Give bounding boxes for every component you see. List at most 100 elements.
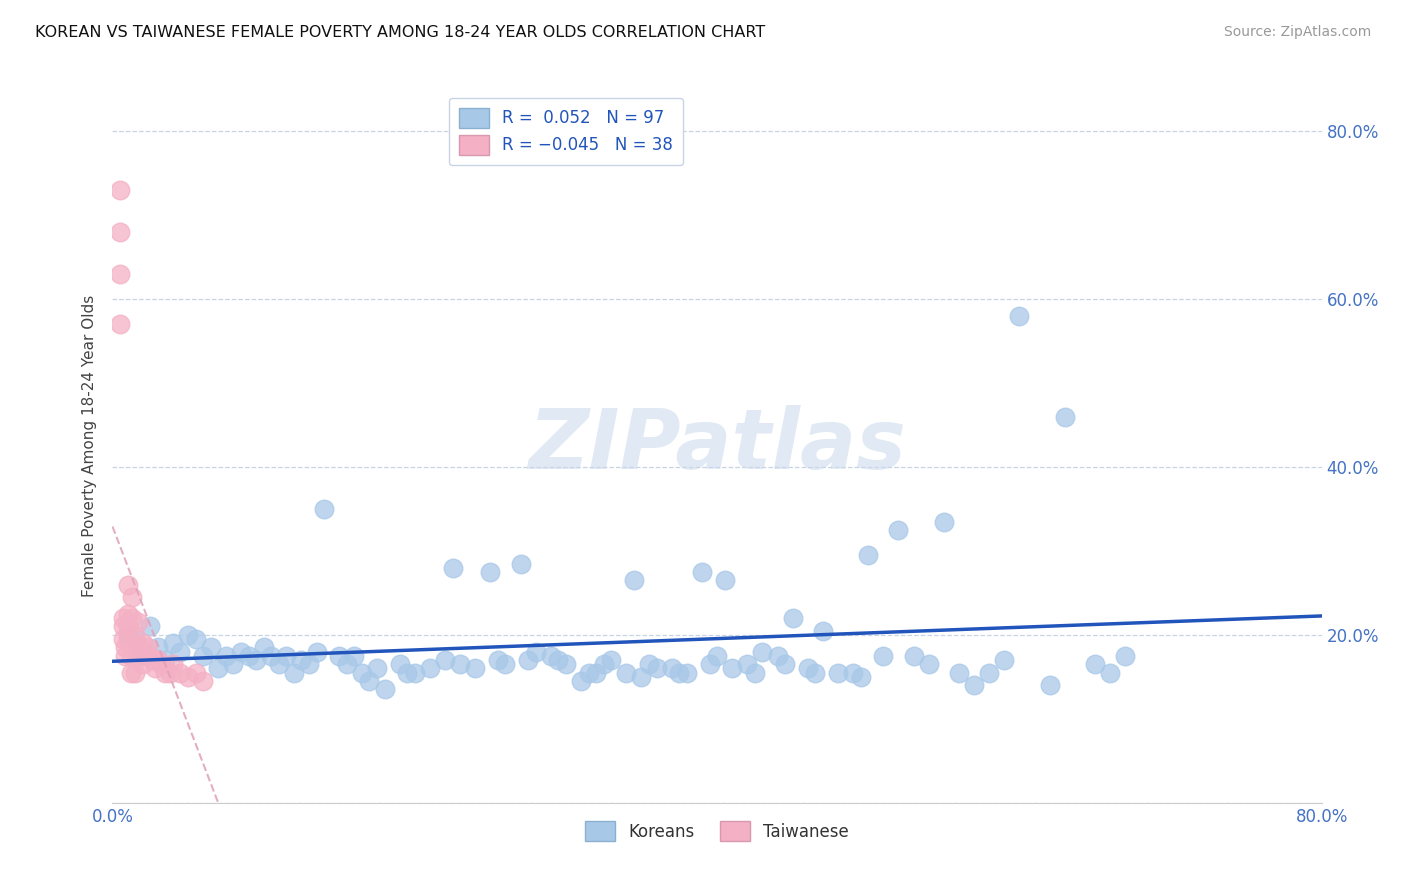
Text: KOREAN VS TAIWANESE FEMALE POVERTY AMONG 18-24 YEAR OLDS CORRELATION CHART: KOREAN VS TAIWANESE FEMALE POVERTY AMONG… [35,25,765,40]
Point [495,657,517,672]
Point [1084,657,1107,672]
Point [127,615,149,630]
Point [661,661,683,675]
Point [350,665,373,680]
Point [177,670,200,684]
Point [149,657,172,672]
Point [827,665,849,680]
Point [200,640,222,655]
Point [267,657,290,672]
Point [782,611,804,625]
Point [396,665,419,680]
Point [918,657,941,672]
Point [132,648,155,663]
Point [388,657,411,672]
Point [124,628,146,642]
Point [298,657,321,672]
Point [517,653,540,667]
Point [630,670,652,684]
Point [336,657,359,672]
Point [811,624,834,638]
Point [690,565,713,579]
Point [120,665,142,680]
Point [849,670,872,684]
Point [623,574,645,588]
Point [932,515,955,529]
Point [222,657,245,672]
Point [146,653,169,667]
Point [117,607,139,621]
Point [796,661,818,675]
Point [872,648,894,663]
Point [675,665,697,680]
Point [948,665,970,680]
Point [509,557,531,571]
Point [121,611,143,625]
Point [135,648,157,663]
Point [229,645,252,659]
Point [706,648,728,663]
Point [121,590,143,604]
Point [540,648,562,663]
Point [842,665,865,680]
Point [215,648,238,663]
Point [260,648,283,663]
Point [290,653,312,667]
Point [600,653,623,667]
Point [117,577,139,591]
Point [433,653,456,667]
Point [1114,648,1136,663]
Point [184,632,207,646]
Point [366,661,388,675]
Point [108,318,131,332]
Point [721,661,744,675]
Point [108,183,131,197]
Point [112,611,135,625]
Point [359,674,381,689]
Text: ZIPatlas: ZIPatlas [529,406,905,486]
Point [146,640,169,655]
Point [283,665,305,680]
Point [1098,665,1121,680]
Point [117,619,139,633]
Point [343,648,366,663]
Point [139,619,162,633]
Point [569,674,592,689]
Point [486,653,509,667]
Point [328,648,350,663]
Point [1008,309,1031,323]
Point [374,682,396,697]
Point [547,653,569,667]
Point [578,665,600,680]
Point [699,657,721,672]
Y-axis label: Female Poverty Among 18-24 Year Olds: Female Poverty Among 18-24 Year Olds [82,295,97,597]
Point [124,632,146,646]
Point [191,648,214,663]
Point [479,565,502,579]
Point [177,628,200,642]
Point [142,653,165,667]
Point [238,648,260,663]
Point [245,653,267,667]
Point [314,502,336,516]
Point [1038,678,1062,692]
Legend: Koreans, Taiwanese: Koreans, Taiwanese [578,814,856,848]
Point [766,648,789,663]
Point [638,657,661,672]
Point [253,640,276,655]
Point [124,645,146,659]
Point [114,640,136,655]
Point [191,674,214,689]
Point [207,661,229,675]
Point [804,665,827,680]
Point [903,648,925,663]
Point [128,640,150,655]
Point [751,645,773,659]
Point [441,560,464,574]
Point [162,657,184,672]
Point [585,665,607,680]
Point [554,657,576,672]
Point [120,648,142,663]
Point [744,665,766,680]
Point [276,648,298,663]
